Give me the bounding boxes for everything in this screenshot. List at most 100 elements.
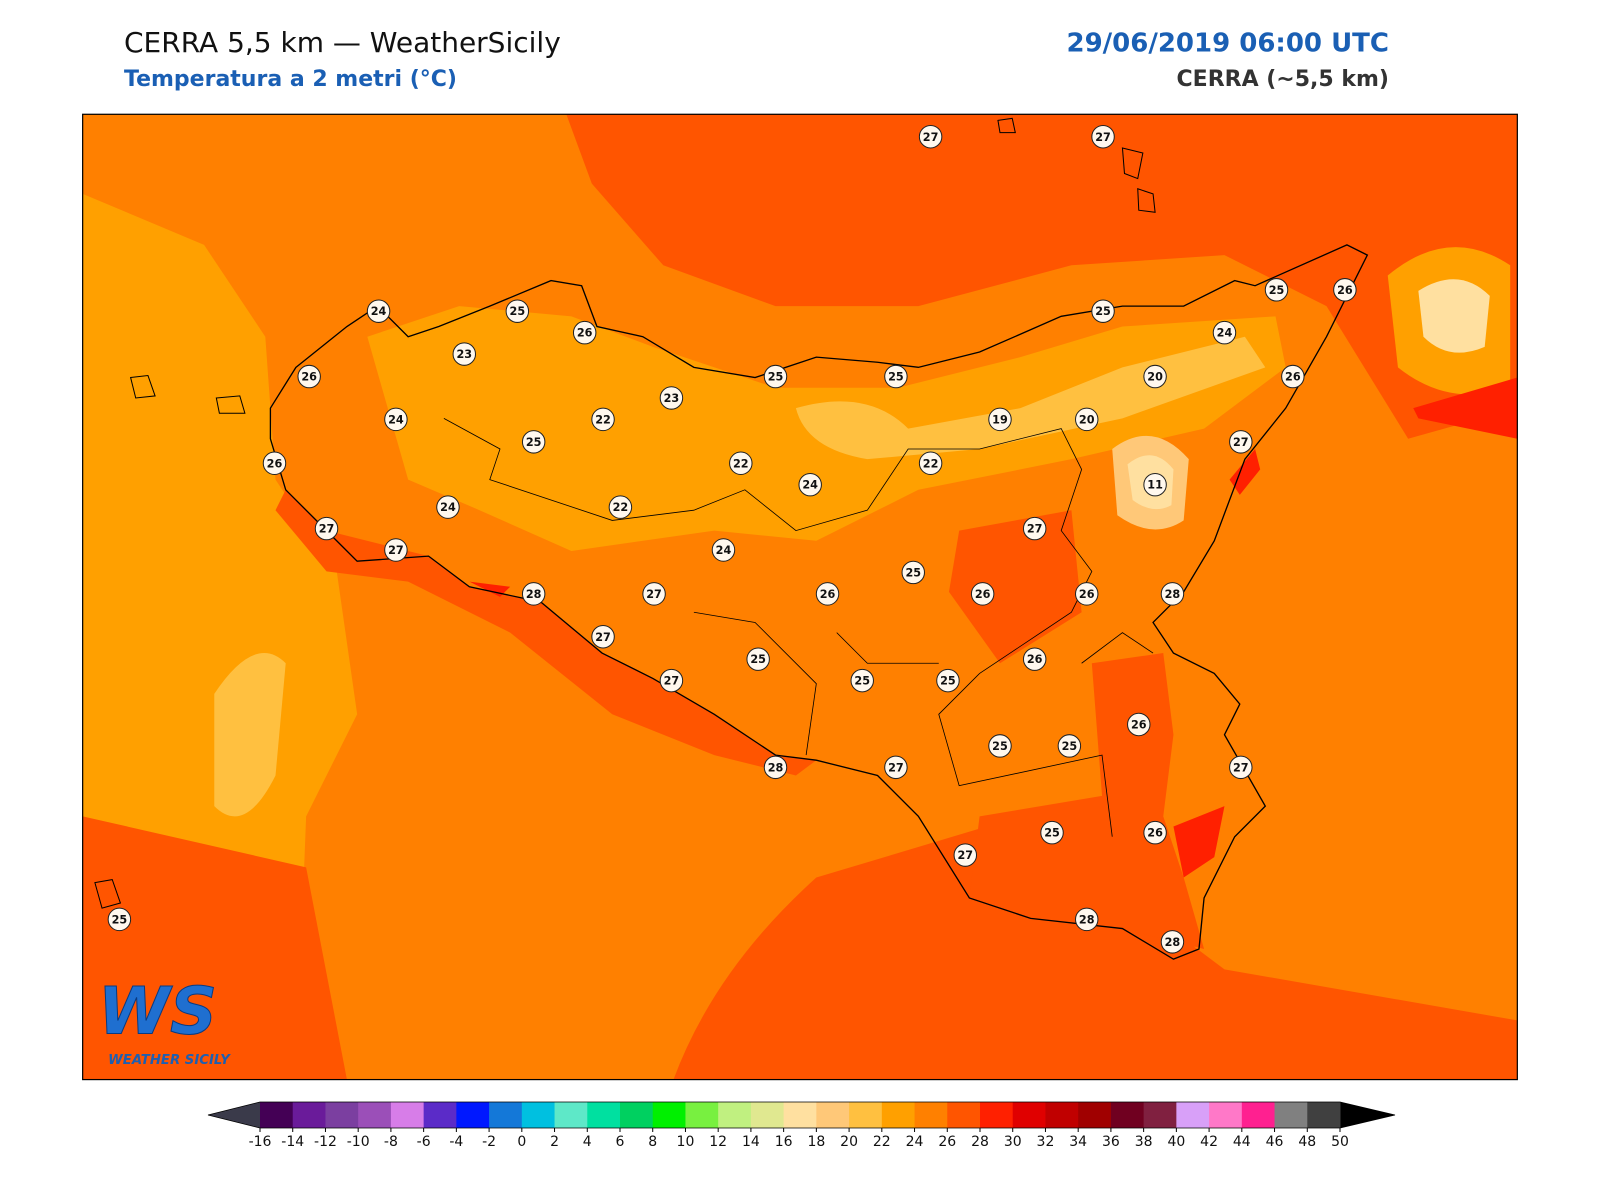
colorbar-bin xyxy=(260,1102,294,1128)
colorbar-tick-label: 20 xyxy=(840,1134,858,1150)
station-value: 27 xyxy=(1027,523,1043,536)
colorbar-bin xyxy=(652,1102,686,1128)
station-marker xyxy=(918,124,943,149)
station-value: 27 xyxy=(923,131,939,144)
colorbar-bin xyxy=(358,1102,392,1128)
colorbar-tick-label: 18 xyxy=(807,1134,825,1150)
station-labels: 27 27 24 25 26 23 26 24 25 22 23 25 25 25 25 26 24 20 26 19… xyxy=(107,124,1357,954)
station-marker xyxy=(384,538,408,562)
station-value: 27 xyxy=(595,631,611,644)
station-value: 22 xyxy=(613,501,629,514)
station-value: 28 xyxy=(1165,588,1181,601)
station-value: 27 xyxy=(1233,436,1249,449)
colorbar-bin xyxy=(718,1102,752,1128)
station-marker xyxy=(1160,582,1185,606)
station-value: 26 xyxy=(1079,588,1095,601)
colorbar-tick-label: 30 xyxy=(1004,1134,1022,1150)
colorbar-bin xyxy=(587,1102,621,1128)
colorbar-tick-label: 26 xyxy=(938,1134,956,1150)
colorbar-bin xyxy=(1012,1102,1046,1128)
station-value: 11 xyxy=(1147,479,1163,492)
colorbar-bin xyxy=(1110,1102,1145,1128)
station-value: 23 xyxy=(664,392,680,405)
colorbar-tick-label: 12 xyxy=(709,1134,727,1150)
station-marker xyxy=(1333,278,1357,302)
sicily-coastline xyxy=(269,244,1369,960)
station-value: 25 xyxy=(1044,827,1060,840)
field-sea-south xyxy=(82,816,1518,1080)
colorbar-over xyxy=(1340,1102,1395,1128)
station-marker xyxy=(988,734,1012,758)
station-marker xyxy=(746,647,770,671)
logo-mark: WS xyxy=(98,973,217,1049)
station-marker xyxy=(1022,516,1047,541)
colorbar-bin xyxy=(554,1102,588,1128)
colorbar-bin xyxy=(1209,1102,1243,1128)
colorbar-tick-label: 8 xyxy=(648,1134,657,1150)
colorbar-bin xyxy=(685,1102,719,1128)
station-value: 24 xyxy=(440,501,456,514)
colorbar-tick-label: 14 xyxy=(742,1134,760,1150)
station-value: 26 xyxy=(267,457,283,470)
station-marker xyxy=(436,495,460,519)
station-marker xyxy=(572,320,597,345)
field-patch xyxy=(214,653,286,817)
colorbar-bin xyxy=(980,1102,1014,1128)
colorbar-tick-label: 6 xyxy=(616,1134,625,1150)
colorbar-tick-label: -10 xyxy=(347,1134,370,1150)
station-marker xyxy=(798,472,822,497)
station-marker xyxy=(642,582,666,606)
station-value: 25 xyxy=(750,653,766,666)
station-value: 20 xyxy=(1147,371,1163,384)
station-value: 26 xyxy=(975,588,991,601)
station-value: 24 xyxy=(388,413,404,426)
colorbar-tick-label: -14 xyxy=(281,1134,304,1150)
field-patch xyxy=(1418,279,1490,353)
colorbar-tick-label: 46 xyxy=(1266,1134,1284,1150)
colorbar-bin xyxy=(1143,1102,1177,1128)
station-value: 26 xyxy=(1131,719,1147,732)
map: 27 27 24 25 26 23 26 24 25 22 23 25 25 25 25 26 24 20 26 19… xyxy=(82,113,1518,1081)
colorbar-bin xyxy=(881,1102,916,1128)
colorbar-bin xyxy=(783,1102,817,1128)
subtitle: Temperatura a 2 metri (°C) xyxy=(124,67,457,92)
colorbar: -16 -14 -12 -10 -8 -6 -4 -2 0 2 4 6 8 10 12 14 16 18 20 22 2… xyxy=(207,1101,1396,1150)
colorbar-tick-label: -6 xyxy=(417,1134,431,1150)
station-marker xyxy=(1127,712,1151,737)
station-marker xyxy=(1281,364,1305,389)
station-value: 25 xyxy=(510,305,526,318)
station-marker xyxy=(384,407,408,432)
station-marker xyxy=(884,755,908,780)
station-value: 22 xyxy=(923,457,939,470)
field-patch xyxy=(1413,377,1518,439)
station-value: 25 xyxy=(854,675,870,688)
station-marker xyxy=(1074,582,1099,606)
station-marker xyxy=(1091,299,1115,323)
station-value: 25 xyxy=(1095,305,1111,318)
station-value: 26 xyxy=(1027,653,1043,666)
colorbar-bin xyxy=(816,1102,850,1128)
station-marker xyxy=(988,407,1012,432)
station-marker xyxy=(659,386,684,410)
station-value: 27 xyxy=(388,544,404,557)
field-patch xyxy=(948,510,1082,664)
station-value: 24 xyxy=(371,305,387,318)
station-value: 25 xyxy=(1269,284,1285,297)
station-value: 24 xyxy=(1217,327,1233,340)
station-value: 26 xyxy=(1337,284,1353,297)
station-marker xyxy=(1229,755,1253,780)
station-marker xyxy=(850,668,874,693)
station-value: 24 xyxy=(716,544,732,557)
station-value: 26 xyxy=(1147,827,1163,840)
colorbar-bin xyxy=(1045,1102,1079,1128)
colorbar-bin xyxy=(1307,1102,1341,1128)
station-marker xyxy=(505,299,530,323)
logo-name: WEATHER SICILY xyxy=(108,1053,231,1068)
colorbar-tick-label: 2 xyxy=(550,1134,559,1150)
colorbar-bin xyxy=(292,1102,326,1128)
station-value: 27 xyxy=(664,675,680,688)
minor-islands xyxy=(94,117,1156,909)
colorbar-tick-label: 24 xyxy=(906,1134,924,1150)
station-marker xyxy=(659,668,684,693)
